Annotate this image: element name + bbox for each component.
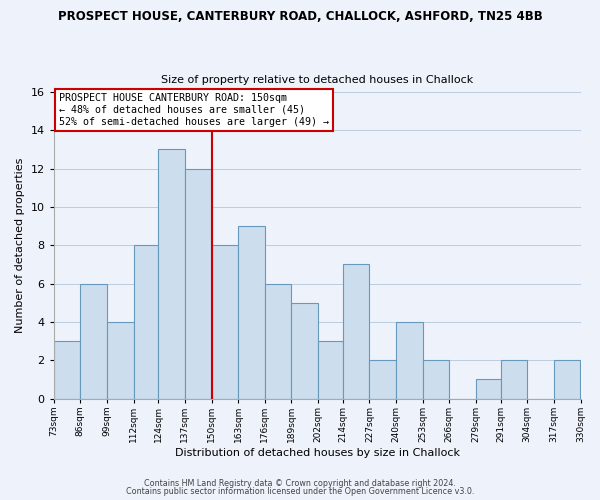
Bar xyxy=(185,168,212,398)
Bar xyxy=(476,380,500,398)
Bar xyxy=(370,360,396,399)
Title: Size of property relative to detached houses in Challock: Size of property relative to detached ho… xyxy=(161,76,473,86)
Bar xyxy=(554,360,580,399)
Text: PROSPECT HOUSE, CANTERBURY ROAD, CHALLOCK, ASHFORD, TN25 4BB: PROSPECT HOUSE, CANTERBURY ROAD, CHALLOC… xyxy=(58,10,542,23)
Text: Contains public sector information licensed under the Open Government Licence v3: Contains public sector information licen… xyxy=(126,487,474,496)
Bar xyxy=(238,226,265,398)
Text: Contains HM Land Registry data © Crown copyright and database right 2024.: Contains HM Land Registry data © Crown c… xyxy=(144,478,456,488)
Bar xyxy=(134,245,158,398)
X-axis label: Distribution of detached houses by size in Challock: Distribution of detached houses by size … xyxy=(175,448,460,458)
Bar xyxy=(265,284,292,399)
Bar xyxy=(292,303,318,398)
Bar xyxy=(54,341,80,398)
Bar xyxy=(107,322,134,398)
Bar xyxy=(343,264,370,398)
Bar xyxy=(396,322,422,398)
Y-axis label: Number of detached properties: Number of detached properties xyxy=(15,158,25,333)
Text: PROSPECT HOUSE CANTERBURY ROAD: 150sqm
← 48% of detached houses are smaller (45): PROSPECT HOUSE CANTERBURY ROAD: 150sqm ←… xyxy=(59,94,329,126)
Bar xyxy=(212,245,238,398)
Bar xyxy=(422,360,449,399)
Bar xyxy=(80,284,107,399)
Bar xyxy=(318,341,343,398)
Bar xyxy=(158,150,185,398)
Bar xyxy=(500,360,527,399)
